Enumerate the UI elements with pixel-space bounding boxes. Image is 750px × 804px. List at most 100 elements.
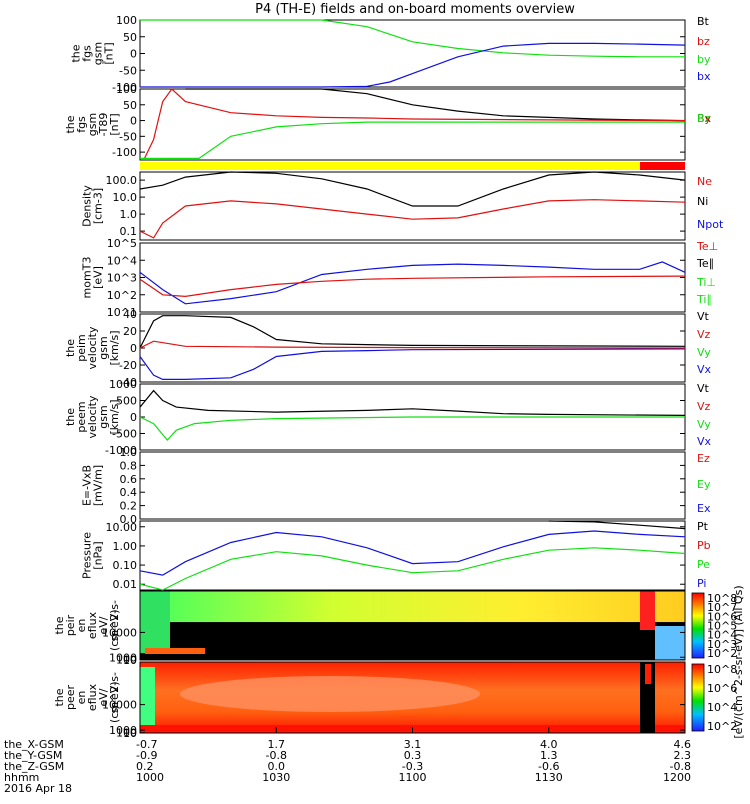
colorbar	[691, 663, 705, 732]
y-axis-label: (cm^2-s-	[108, 600, 121, 651]
x-row-value: 1100	[399, 771, 427, 784]
x-row-value: 1.3	[540, 749, 558, 762]
y-tick-label: 0.4	[120, 486, 138, 499]
y-axis-label: the	[64, 115, 77, 133]
series-line-Te⊥	[139, 275, 686, 298]
y-tick-label: 0.01	[113, 578, 138, 591]
y-tick-label: 0.2	[120, 500, 138, 513]
y-tick-label: 1.0	[120, 446, 138, 459]
colorbar-tick-label: 10^4	[707, 629, 737, 642]
y-axis-label: eflux	[86, 611, 99, 639]
legend-entry: By	[697, 112, 712, 125]
series-line-Ti	[139, 261, 686, 305]
legend-entry: Ni	[697, 195, 708, 208]
series-line-Ni	[139, 171, 686, 207]
colorbar-tick-label: 10^5	[707, 620, 737, 633]
panel-peem_velocity: 1000 500 0 -500 -1000 thepeemvelocitygsm[km/s…	[64, 378, 712, 457]
y-tick-label: 0	[130, 48, 137, 61]
colorbar-tick-label: 10^2	[707, 647, 737, 660]
y-axis-label: -T89	[97, 113, 110, 137]
y-tick-label: 10^3	[107, 272, 137, 285]
legend-entry: Ti⊥	[696, 276, 716, 289]
y-tick-label: 1000	[109, 724, 137, 737]
panel-pressure: 10.00 1.00 0.10 0.01 Pressure[nPa] Pt Pb Pe Pi	[81, 520, 711, 591]
y-tick-label: 10^5	[107, 237, 137, 250]
y-axis-label: eV/	[97, 616, 110, 634]
y-tick-label: 1.00	[113, 540, 138, 553]
x-row-value: -0.6	[538, 760, 559, 773]
y-axis-label: sr-eV)	[108, 609, 121, 641]
mode-bar-yellow	[140, 162, 685, 170]
y-tick-label: 0.8	[120, 459, 138, 472]
x-row-value: -0.3	[402, 760, 423, 773]
y-tick-label: 20	[123, 325, 137, 338]
x-row-value: 0.3	[404, 749, 422, 762]
spec-mid-band	[180, 676, 480, 712]
y-axis-label: [eV]	[92, 266, 105, 289]
legend-entry: Ez	[697, 452, 710, 465]
x-row-label: the_Y-GSM	[4, 749, 62, 762]
x-row-value: -0.7	[136, 738, 157, 751]
y-tick-label: -500	[112, 428, 137, 441]
y-tick-label: -50	[119, 130, 137, 143]
x-row-value: 0.0	[268, 760, 286, 773]
legend-entry: Vt	[697, 310, 710, 323]
y-axis-label: Density	[81, 185, 94, 227]
y-axis-label: velocity	[86, 326, 99, 369]
series-line-Bz	[140, 121, 685, 159]
y-tick-label: 0.1	[120, 225, 138, 238]
y-axis-label: [cm-3]	[92, 188, 105, 224]
y-tick-label: -100	[112, 81, 137, 94]
y-axis-label: the	[53, 616, 66, 634]
y-tick-label: 1000	[109, 378, 137, 391]
series-line-Bx	[185, 88, 686, 122]
series-line-by	[140, 19, 685, 58]
y-axis-label: fgs	[81, 45, 94, 62]
x-row-value: 3.1	[404, 738, 422, 751]
x-row-value: -0.8	[670, 760, 691, 773]
y-tick-label: -1000	[105, 444, 137, 457]
colorbar-tick-label: 10^4	[707, 701, 737, 714]
legend-entry: Ex	[697, 502, 711, 515]
colorbar-tick-label: 10^8	[707, 663, 737, 676]
y-axis-label: [nT]	[108, 113, 121, 135]
y-axis-label: gsm	[92, 42, 105, 65]
x-row-value: 1000	[136, 771, 164, 784]
y-axis-label: [nPa]	[92, 541, 105, 569]
legend-entry: Pt	[697, 520, 709, 533]
series-line-Pt	[548, 520, 686, 530]
y-axis-label: sr-eV)	[108, 681, 121, 713]
y-axis-label: peir	[64, 614, 77, 636]
y-tick-label: 0.6	[120, 473, 138, 486]
y-axis-label: en	[75, 619, 88, 633]
panels-group: 100500-50-100thefgsgsm[nT]Btbzbybx100500…	[4, 14, 745, 795]
y-axis-label: velocity	[86, 395, 99, 438]
panel-density: 100.0 10.0 1.0 0.1 Density[cm-3] Ne Ni Npot	[81, 171, 724, 241]
legend-entry: Vy	[697, 418, 711, 431]
y-axis-label: gsm	[97, 405, 110, 428]
panel-efield: 1.00.80.60.40.20.0 E=-VxB[mV/m] Ez Ey Ex	[81, 446, 711, 526]
legend-entry: Vz	[697, 400, 711, 413]
y-tick-label: 0.0	[120, 513, 138, 526]
series-line-bx	[140, 42, 686, 88]
y-tick-label: 100.0	[106, 174, 138, 187]
y-tick-label: 40	[123, 308, 137, 321]
y-tick-label: 100	[116, 654, 137, 667]
colorbar-tick-label: 10^8	[707, 592, 737, 605]
spec-early-band	[140, 591, 170, 654]
y-tick-label: 50	[123, 31, 137, 44]
spec-red-stub	[645, 664, 651, 684]
y-tick-label: -40	[119, 376, 137, 389]
series-line-Vt	[139, 389, 686, 416]
colorbar-tick-label: 10^7	[707, 601, 737, 614]
colorbar-tick-label: 10^2	[707, 720, 737, 733]
panel-frame	[139, 242, 686, 313]
y-axis-label: Pressure	[81, 532, 94, 579]
legend-entry: Ti∥	[696, 293, 712, 306]
panel-frame	[139, 171, 686, 241]
y-tick-label: 50	[123, 99, 137, 112]
